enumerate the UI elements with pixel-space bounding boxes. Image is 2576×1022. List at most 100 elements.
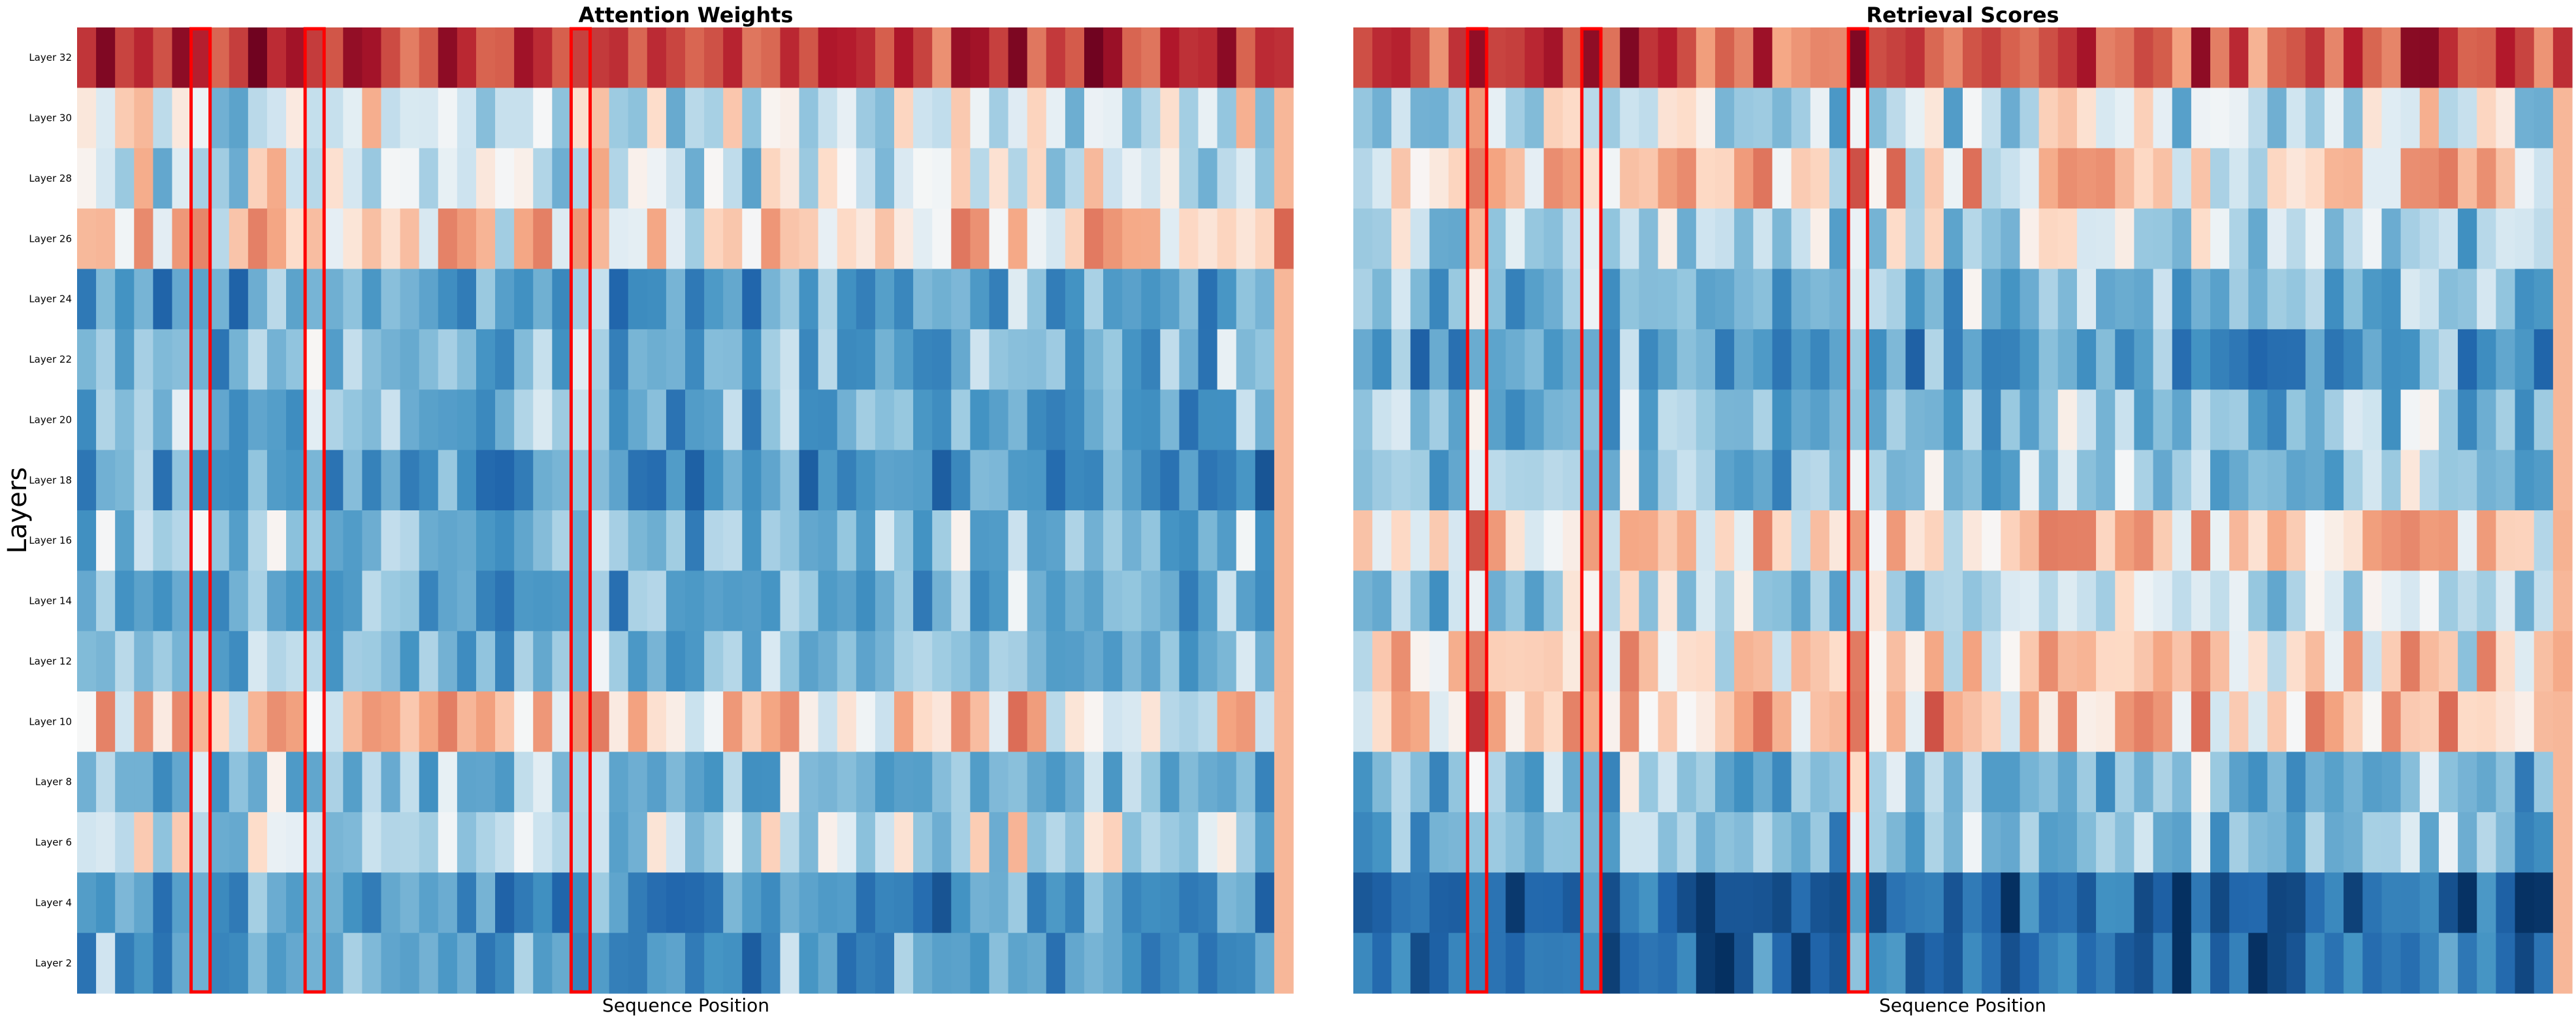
heatmap-cell <box>1179 932 1199 994</box>
heatmap-cell <box>685 389 705 451</box>
heatmap-cell <box>2496 88 2516 149</box>
heatmap-cell <box>1696 751 1716 813</box>
heatmap-cell <box>324 27 344 88</box>
heatmap-cell <box>400 88 420 149</box>
heatmap-cell <box>1848 570 1868 632</box>
heatmap-cell <box>989 691 1009 753</box>
heatmap-cell <box>2534 27 2554 88</box>
heatmap-cell <box>1505 329 1526 390</box>
heatmap-cell <box>628 932 648 994</box>
heatmap-cell <box>2210 329 2230 390</box>
y-tick-label: Layer 12 <box>29 655 72 667</box>
heatmap-cell <box>400 872 420 934</box>
heatmap-cell <box>1179 812 1199 873</box>
heatmap-cell <box>2229 631 2249 692</box>
heatmap-cell <box>2438 691 2458 753</box>
heatmap-cell <box>1391 510 1411 571</box>
heatmap-cell <box>818 329 838 390</box>
heatmap-cell <box>495 329 515 390</box>
heatmap-cell <box>1639 148 1659 209</box>
heatmap-cell <box>647 88 667 149</box>
heatmap-cell <box>153 269 173 330</box>
heatmap-cell <box>647 691 667 753</box>
heatmap-cell <box>1867 932 1887 994</box>
heatmap-cell <box>1524 812 1545 873</box>
heatmap-cell <box>2477 932 2496 994</box>
heatmap-cell <box>2267 450 2287 511</box>
heatmap-cell <box>590 631 610 692</box>
heatmap-cell <box>229 148 249 209</box>
heatmap-cell <box>1141 329 1161 390</box>
heatmap-cell <box>1255 691 1275 753</box>
heatmap-cell <box>666 208 686 270</box>
heatmap-cell <box>1524 389 1545 451</box>
heatmap-cell <box>1448 88 1468 149</box>
heatmap-cell <box>2438 208 2458 270</box>
heatmap-cell <box>2153 631 2173 692</box>
heatmap-cell <box>2286 329 2306 390</box>
heatmap-cell <box>210 510 230 571</box>
heatmap-cell <box>2324 570 2344 632</box>
heatmap-cell <box>1543 269 1564 330</box>
heatmap-cell <box>191 88 211 149</box>
heatmap-cell <box>191 570 211 632</box>
heatmap-cell <box>2267 570 2287 632</box>
heatmap-cell <box>1255 812 1275 873</box>
heatmap-cell <box>837 269 857 330</box>
heatmap-cell <box>2115 751 2135 813</box>
heatmap-cell <box>2001 450 2021 511</box>
heatmap-cell <box>1924 88 1944 149</box>
heatmap-cell <box>1943 208 1963 270</box>
heatmap-cell <box>2477 691 2496 753</box>
heatmap-cell <box>1353 812 1373 873</box>
heatmap-cell <box>1734 631 1754 692</box>
heatmap-cell <box>210 88 230 149</box>
heatmap-cell <box>951 932 971 994</box>
heatmap-cell <box>2324 510 2344 571</box>
heatmap-cell <box>1008 88 1028 149</box>
heatmap-cell <box>533 751 553 813</box>
heatmap-cell <box>552 691 572 753</box>
heatmap-cell <box>1065 88 1085 149</box>
heatmap-cell <box>495 208 515 270</box>
heatmap-cell <box>1848 691 1868 753</box>
heatmap-cell <box>266 389 287 451</box>
heatmap-cell <box>229 812 249 873</box>
heatmap-cell <box>172 570 192 632</box>
heatmap-cell <box>2153 691 2173 753</box>
heatmap-cell <box>628 27 648 88</box>
heatmap-cell <box>438 812 458 873</box>
heatmap-cell <box>286 510 306 571</box>
heatmap-cell <box>951 812 971 873</box>
heatmap-cell <box>2305 510 2325 571</box>
heatmap-cell <box>1103 812 1123 873</box>
heatmap-cell <box>172 148 192 209</box>
heatmap-cell <box>134 570 153 632</box>
heatmap-cell <box>1141 450 1161 511</box>
heatmap-cell <box>2076 148 2097 209</box>
heatmap-cell <box>552 872 572 934</box>
heatmap-cell <box>381 631 401 692</box>
heatmap-cell <box>1829 269 1849 330</box>
heatmap-cell <box>1160 510 1180 571</box>
heatmap-cell <box>286 751 306 813</box>
heatmap-cell <box>780 691 800 753</box>
heatmap-cell <box>1448 208 1468 270</box>
heatmap-cell <box>2153 570 2173 632</box>
heatmap-cell <box>191 148 211 209</box>
heatmap-cell <box>1046 27 1066 88</box>
heatmap-cell <box>780 932 800 994</box>
heatmap-cell <box>2210 88 2230 149</box>
heatmap-cell <box>2038 872 2059 934</box>
heatmap-cell <box>1924 389 1944 451</box>
heatmap-cell <box>2381 269 2402 330</box>
heatmap-cell <box>2229 570 2249 632</box>
heatmap-cell <box>419 329 439 390</box>
heatmap-cell <box>362 88 382 149</box>
heatmap-cell <box>1217 570 1237 632</box>
heatmap-cell <box>266 570 287 632</box>
heatmap-cell <box>761 631 781 692</box>
heatmap-cell <box>856 812 876 873</box>
heatmap-cell <box>2038 691 2059 753</box>
